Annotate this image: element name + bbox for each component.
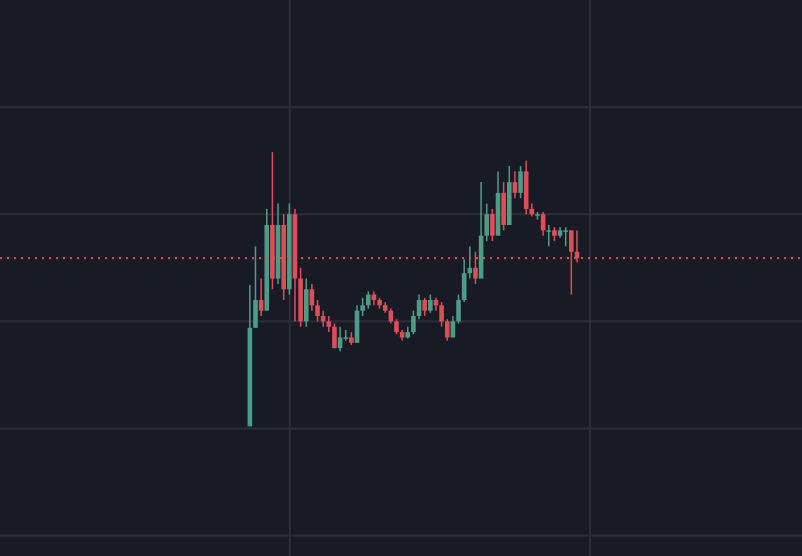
candle-body — [444, 321, 450, 338]
candle-body — [574, 251, 580, 259]
candle-body — [258, 299, 264, 311]
candle-body — [473, 267, 478, 279]
candle-body — [349, 337, 354, 343]
candle-body — [332, 326, 337, 349]
candle-body — [287, 214, 292, 290]
candle-body — [320, 316, 326, 322]
candle-body — [264, 224, 270, 311]
candle-body — [557, 230, 563, 236]
candle-body — [253, 299, 258, 328]
candle-body — [523, 171, 529, 209]
candle-body — [467, 267, 473, 274]
candle-body — [298, 278, 303, 322]
candle-body — [563, 230, 568, 232]
candle-body — [518, 171, 523, 193]
candle-body — [247, 327, 253, 427]
candle-body — [512, 182, 518, 193]
candle-body — [411, 316, 416, 333]
candle-body — [354, 310, 360, 343]
candle-body — [377, 299, 382, 306]
candle-body — [382, 305, 388, 311]
candle-body — [394, 321, 399, 333]
candle-body — [428, 299, 433, 311]
candle-body — [552, 230, 557, 236]
candle-body — [439, 305, 444, 322]
candle-body — [343, 337, 349, 339]
candle-body — [337, 337, 343, 349]
candle-body — [326, 321, 332, 327]
candle-body — [416, 299, 422, 317]
candle-body — [281, 224, 286, 290]
candle-body — [360, 305, 365, 311]
candle-body — [292, 214, 298, 279]
candle-body — [399, 332, 405, 338]
candle-body — [501, 192, 506, 225]
candle-body — [450, 321, 456, 338]
candle-body — [506, 182, 512, 225]
candle-body — [546, 230, 552, 232]
candle-body — [422, 299, 427, 311]
candle-body — [484, 214, 490, 236]
candle-body — [433, 299, 439, 306]
candle-body — [490, 214, 495, 236]
candle-body — [535, 214, 540, 216]
candle-body — [275, 224, 281, 279]
candle-body — [529, 208, 535, 215]
candle-body — [270, 224, 275, 279]
candle-body — [495, 192, 501, 236]
candle-body — [456, 299, 461, 322]
candle-body — [461, 273, 467, 300]
candle-body — [405, 332, 411, 338]
candle-body — [365, 294, 371, 306]
candle-body — [388, 310, 394, 322]
candle-body — [315, 305, 320, 317]
candle-body — [371, 294, 377, 300]
candle-body — [309, 289, 315, 306]
candle-body — [569, 230, 574, 252]
candle-body — [303, 289, 309, 322]
candle-body — [540, 214, 546, 231]
candle-body — [478, 235, 484, 279]
